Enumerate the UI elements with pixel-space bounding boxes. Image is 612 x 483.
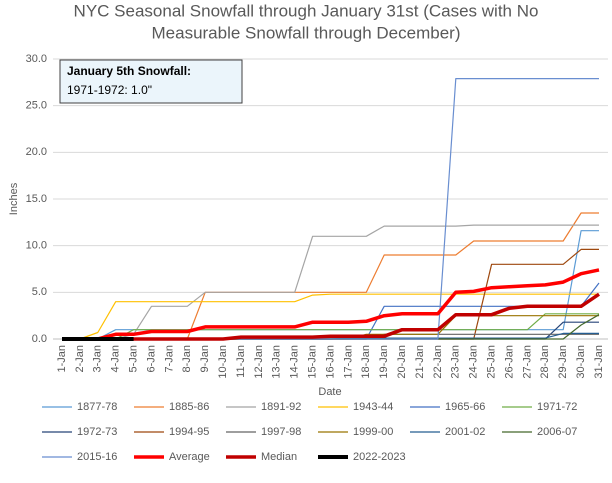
y-tick-label: 15.0 [26,193,47,205]
legend-label: 1972-73 [77,426,117,438]
chart-title: Measurable Snowfall through December) [152,23,461,42]
legend-label: 2006-07 [537,426,577,438]
series-line [62,292,600,341]
legend-label: 1997-98 [261,426,301,438]
series-line [62,224,599,340]
x-tick-label: 1-Jan [56,345,68,373]
legend-label: Median [261,451,297,463]
x-tick-label: 3-Jan [92,345,104,373]
x-tick-label: 27-Jan [521,345,533,379]
x-tick-label: 5-Jan [127,345,139,373]
legend-label: 1965-66 [445,401,485,413]
legend-label: 1971-72 [537,401,577,413]
x-tick-label: 29-Jan [557,345,569,379]
legend-label: 1885-86 [169,401,209,413]
y-tick-label: 10.0 [26,240,47,252]
x-tick-label: 12-Jan [253,345,265,379]
x-tick-label: 30-Jan [575,345,587,379]
legend-label: 1891-92 [261,401,301,413]
x-tick-label: 31-Jan [593,345,605,379]
plot-area: 0.0 5.0 10.0 15.0 20.0 25.0 30.0 1-Jan 2-Jan 3-Ja… [26,53,608,379]
series-line [62,268,600,341]
x-tick-label: 17-Jan [342,345,354,379]
x-tick-label: 25-Jan [486,345,498,379]
series-line [62,293,599,340]
x-tick-label: 22-Jan [432,345,444,379]
legend-label: 1994-95 [169,426,209,438]
x-tick-label: 18-Jan [360,345,372,379]
legend-label: 1999-00 [353,426,393,438]
x-tick-label: 28-Jan [539,345,551,379]
x-tick-label: 24-Jan [468,345,480,379]
x-tick-label: 26-Jan [503,345,515,379]
chart-title: NYC Seasonal Snowfall through January 31… [74,1,539,20]
y-tick-label: 20.0 [26,146,47,158]
y-tick-label: 0.0 [32,333,47,345]
legend-label: 2001-02 [445,426,485,438]
y-tick-label: 5.0 [32,286,47,298]
x-tick-label: 11-Jan [235,345,247,378]
x-tick-label: 2-Jan [74,345,86,373]
legend: 1877-78 1885-86 1891-92 1943-44 1965-66 1971-… [42,401,577,463]
legend-label: 1943-44 [353,401,393,413]
annotation: January 5th Snowfall: 1971-1972: 1.0" [59,59,243,104]
x-tick-label: 10-Jan [217,345,229,379]
x-tick-label: 8-Jan [181,345,193,373]
x-tick-label: 15-Jan [307,345,319,379]
y-axis-label: Inches [8,182,20,215]
x-tick-label: 16-Jan [324,345,336,379]
annotation-text: January 5th Snowfall: [67,64,191,78]
x-tick-label: 19-Jan [378,345,390,379]
y-tick-label: 30.0 [26,53,47,65]
x-tick-label: 20-Jan [396,345,408,379]
annotation-text: 1971-1972: 1.0" [67,83,152,97]
annotation-box [59,59,243,104]
y-tick-label: 25.0 [26,100,47,112]
legend-label: 2015-16 [77,451,117,463]
legend-label: 2022-2023 [353,451,406,463]
x-tick-label: 21-Jan [414,345,426,379]
x-tick-label: 14-Jan [289,345,301,379]
x-tick-label: 23-Jan [450,345,462,379]
legend-label: Average [169,451,210,463]
series-line [62,313,599,340]
x-tick-label: 13-Jan [271,345,283,379]
x-tick-label: 4-Jan [110,345,122,373]
x-tick-label: 6-Jan [145,345,157,373]
x-tick-label: 7-Jan [163,345,175,373]
x-axis-label: Date [318,386,341,398]
x-tick-label: 9-Jan [199,345,211,373]
legend-label: 1877-78 [77,401,117,413]
